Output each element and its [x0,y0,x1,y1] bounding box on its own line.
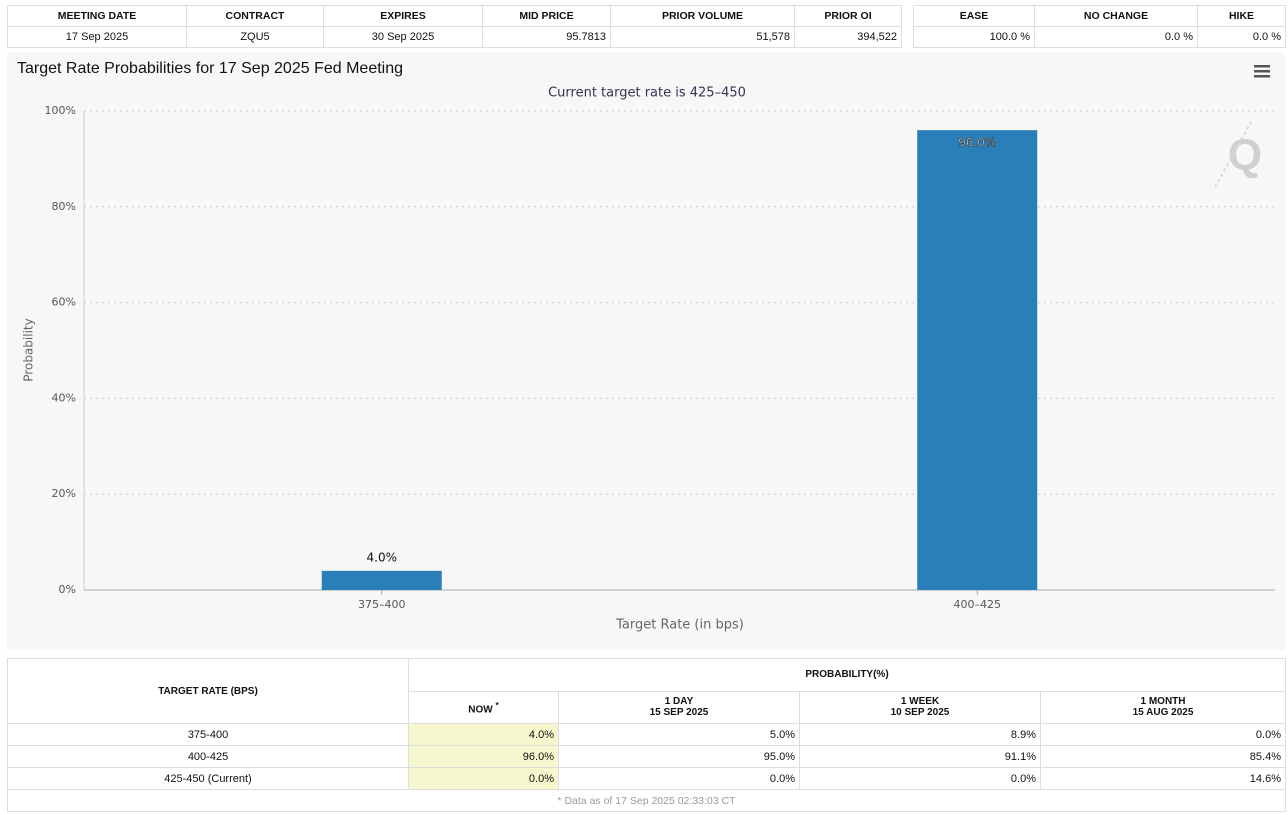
probability-table: TARGET RATE (BPS) PROBABILITY(%) NOW * 1… [7,658,1286,812]
bar [321,570,442,590]
col-header: 1 MONTH 15 AUG 2025 [1040,690,1286,724]
chart-subtitle: Current target rate is 425–450 [548,86,746,101]
cell: 95.0% [558,745,800,768]
cell: 100.0 % [913,26,1035,48]
col-header: NOW * [408,690,559,724]
table-row: 425-450 (Current) 0.0% 0.0% 0.0% 14.6% [7,767,1286,790]
cell: 394,522 [794,26,902,48]
menu-button[interactable] [1254,65,1270,78]
col-header: EXPIRES [323,5,483,27]
cell: 0.0 % [1197,26,1286,48]
col-label: 1 MONTH [1140,696,1186,708]
row-header: TARGET RATE (BPS) [7,658,409,724]
cell: ZQU5 [186,26,324,48]
cell: 96.0% [408,745,559,768]
cell: 95.7813 [482,26,611,48]
col-date: 10 SEP 2025 [890,707,950,719]
cell: 0.0% [1040,723,1286,746]
col-mark: * [495,699,499,710]
y-tick-label: 80% [52,200,76,213]
col-header: PRIOR OI [794,5,902,27]
y-tick-label: 100% [45,104,76,117]
col-label: 1 WEEK [900,696,940,708]
cell: 8.9% [799,723,1041,746]
data-label: 4.0% [367,550,398,564]
menu-bar [1254,70,1270,73]
col-header: EASE [913,5,1035,27]
menu-bar [1254,75,1270,78]
col-label: NOW [468,703,493,715]
cell: 4.0% [408,723,559,746]
group-header: PROBABILITY(%) [408,658,1286,692]
cell: 0.0 % [1034,26,1198,48]
cell: 14.6% [1040,767,1286,790]
y-tick-label: 40% [52,391,76,404]
col-header: 1 WEEK 10 SEP 2025 [799,690,1041,724]
contract-table: MEETING DATE CONTRACT EXPIRES MID PRICE … [7,5,902,48]
footnote: * Data as of 17 Sep 2025 02:33:03 CT [7,789,1286,812]
menu-bar [1254,65,1270,68]
cell: 425-450 (Current) [7,767,409,790]
y-axis-label: Probability [22,318,36,381]
cell: 5.0% [558,723,800,746]
table-row: 375-400 4.0% 5.0% 8.9% 0.0% [7,723,1286,746]
logo: Q [1214,121,1262,188]
cell: 375-400 [7,723,409,746]
x-tick-label: 400–425 [954,598,1002,611]
chart-title: Target Rate Probabilities for 17 Sep 202… [17,60,403,77]
col-header: 1 DAY 15 SEP 2025 [558,690,800,724]
col-date: 15 SEP 2025 [649,707,709,719]
col-header: MEETING DATE [7,5,187,27]
cell: 17 Sep 2025 [7,26,187,48]
col-header: NO CHANGE [1034,5,1198,27]
cell: 400-425 [7,745,409,768]
cell: 85.4% [1040,745,1286,768]
y-tick-label: 60% [52,296,76,309]
outcome-table: EASE NO CHANGE HIKE 100.0 % 0.0 % 0.0 % [913,5,1286,48]
cell: 0.0% [799,767,1041,790]
cell: 0.0% [408,767,559,790]
cell: 91.1% [799,745,1041,768]
data-label: 96.0% [958,136,996,150]
chart: Target Rate Probabilities for 17 Sep 202… [7,52,1285,650]
bar [917,130,1038,590]
y-tick-label: 20% [52,487,76,500]
y-tick-label: 0% [59,583,76,596]
col-header: MID PRICE [482,5,611,27]
col-header: CONTRACT [186,5,324,27]
table-row: 400-425 96.0% 95.0% 91.1% 85.4% [7,745,1286,768]
x-axis-label: Target Rate (in bps) [615,618,744,633]
col-date: 15 AUG 2025 [1132,707,1194,719]
x-tick-label: 375–400 [358,598,406,611]
col-header: PRIOR VOLUME [610,5,795,27]
cell: 0.0% [558,767,800,790]
col-header: HIKE [1197,5,1286,27]
logo-stroke [1214,121,1252,188]
cell: 51,578 [610,26,795,48]
col-label: 1 DAY [664,696,694,708]
cell: 30 Sep 2025 [323,26,483,48]
table-body: 375-400 4.0% 5.0% 8.9% 0.0% 400-425 96.0% 95.0%… [7,723,1286,790]
